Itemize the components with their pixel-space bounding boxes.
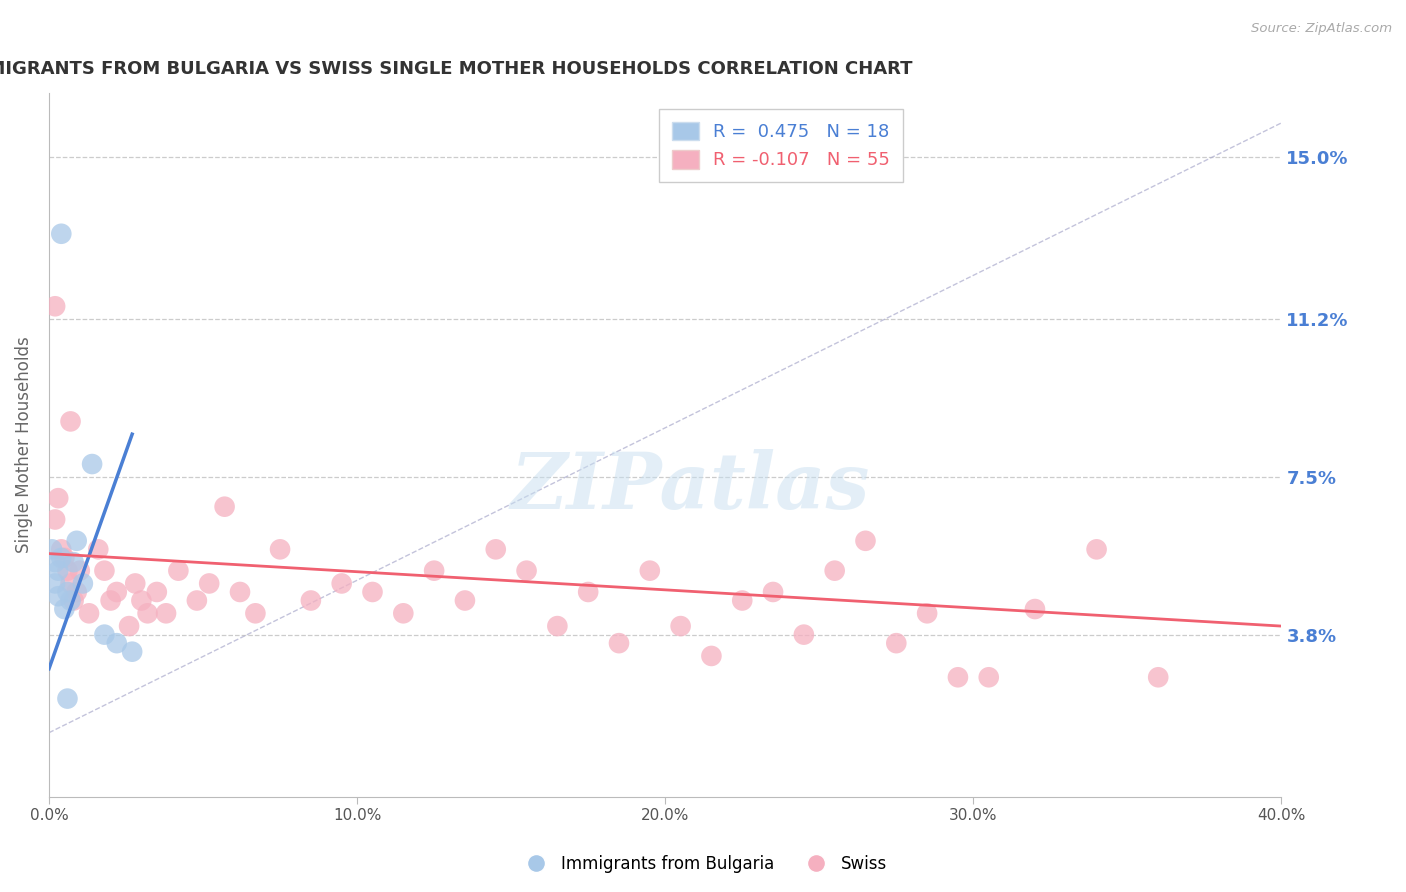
Point bbox=[669, 619, 692, 633]
Point bbox=[454, 593, 477, 607]
Point bbox=[44, 299, 66, 313]
Point bbox=[136, 607, 159, 621]
Point bbox=[1147, 670, 1170, 684]
Point bbox=[69, 564, 91, 578]
Point bbox=[269, 542, 291, 557]
Point bbox=[46, 589, 69, 603]
Text: ZIPatlas: ZIPatlas bbox=[510, 449, 869, 525]
Point bbox=[56, 691, 79, 706]
Point bbox=[53, 602, 76, 616]
Point bbox=[361, 585, 384, 599]
Point bbox=[198, 576, 221, 591]
Legend: R =  0.475   N = 18, R = -0.107   N = 55: R = 0.475 N = 18, R = -0.107 N = 55 bbox=[659, 109, 903, 182]
Point bbox=[607, 636, 630, 650]
Point bbox=[56, 564, 79, 578]
Point bbox=[51, 542, 73, 557]
Point bbox=[1085, 542, 1108, 557]
Text: Source: ZipAtlas.com: Source: ZipAtlas.com bbox=[1251, 22, 1392, 36]
Point bbox=[638, 564, 661, 578]
Point bbox=[59, 593, 82, 607]
Point bbox=[46, 491, 69, 505]
Point bbox=[66, 585, 89, 599]
Point bbox=[77, 607, 100, 621]
Point bbox=[229, 585, 252, 599]
Point bbox=[245, 607, 267, 621]
Point bbox=[66, 533, 89, 548]
Point bbox=[124, 576, 146, 591]
Point bbox=[155, 607, 177, 621]
Point bbox=[299, 593, 322, 607]
Point bbox=[44, 512, 66, 526]
Point bbox=[330, 576, 353, 591]
Point bbox=[793, 627, 815, 641]
Point bbox=[100, 593, 122, 607]
Point bbox=[546, 619, 568, 633]
Point bbox=[105, 636, 128, 650]
Point bbox=[51, 227, 73, 241]
Point bbox=[93, 627, 115, 641]
Point bbox=[146, 585, 169, 599]
Point bbox=[44, 576, 66, 591]
Point bbox=[53, 550, 76, 565]
Point bbox=[105, 585, 128, 599]
Point bbox=[423, 564, 446, 578]
Point bbox=[131, 593, 153, 607]
Text: IMMIGRANTS FROM BULGARIA VS SWISS SINGLE MOTHER HOUSEHOLDS CORRELATION CHART: IMMIGRANTS FROM BULGARIA VS SWISS SINGLE… bbox=[0, 60, 912, 78]
Point bbox=[392, 607, 415, 621]
Point bbox=[72, 576, 94, 591]
Point bbox=[87, 542, 110, 557]
Point bbox=[824, 564, 846, 578]
Point bbox=[762, 585, 785, 599]
Point bbox=[186, 593, 208, 607]
Point bbox=[44, 555, 66, 569]
Point bbox=[62, 555, 84, 569]
Point bbox=[915, 607, 938, 621]
Point bbox=[118, 619, 141, 633]
Point bbox=[56, 585, 79, 599]
Point bbox=[46, 564, 69, 578]
Point bbox=[884, 636, 907, 650]
Point bbox=[93, 564, 115, 578]
Point bbox=[82, 457, 104, 471]
Point bbox=[51, 550, 73, 565]
Point bbox=[946, 670, 969, 684]
Point bbox=[1024, 602, 1046, 616]
Point bbox=[59, 576, 82, 591]
Point bbox=[214, 500, 236, 514]
Point bbox=[731, 593, 754, 607]
Point bbox=[41, 542, 63, 557]
Point bbox=[59, 414, 82, 428]
Point bbox=[977, 670, 1000, 684]
Point bbox=[485, 542, 508, 557]
Y-axis label: Single Mother Households: Single Mother Households bbox=[15, 336, 32, 553]
Point bbox=[700, 648, 723, 663]
Point bbox=[516, 564, 538, 578]
Legend: Immigrants from Bulgaria, Swiss: Immigrants from Bulgaria, Swiss bbox=[512, 848, 894, 880]
Point bbox=[121, 645, 143, 659]
Point bbox=[576, 585, 599, 599]
Point bbox=[62, 593, 84, 607]
Point bbox=[855, 533, 877, 548]
Point bbox=[167, 564, 190, 578]
